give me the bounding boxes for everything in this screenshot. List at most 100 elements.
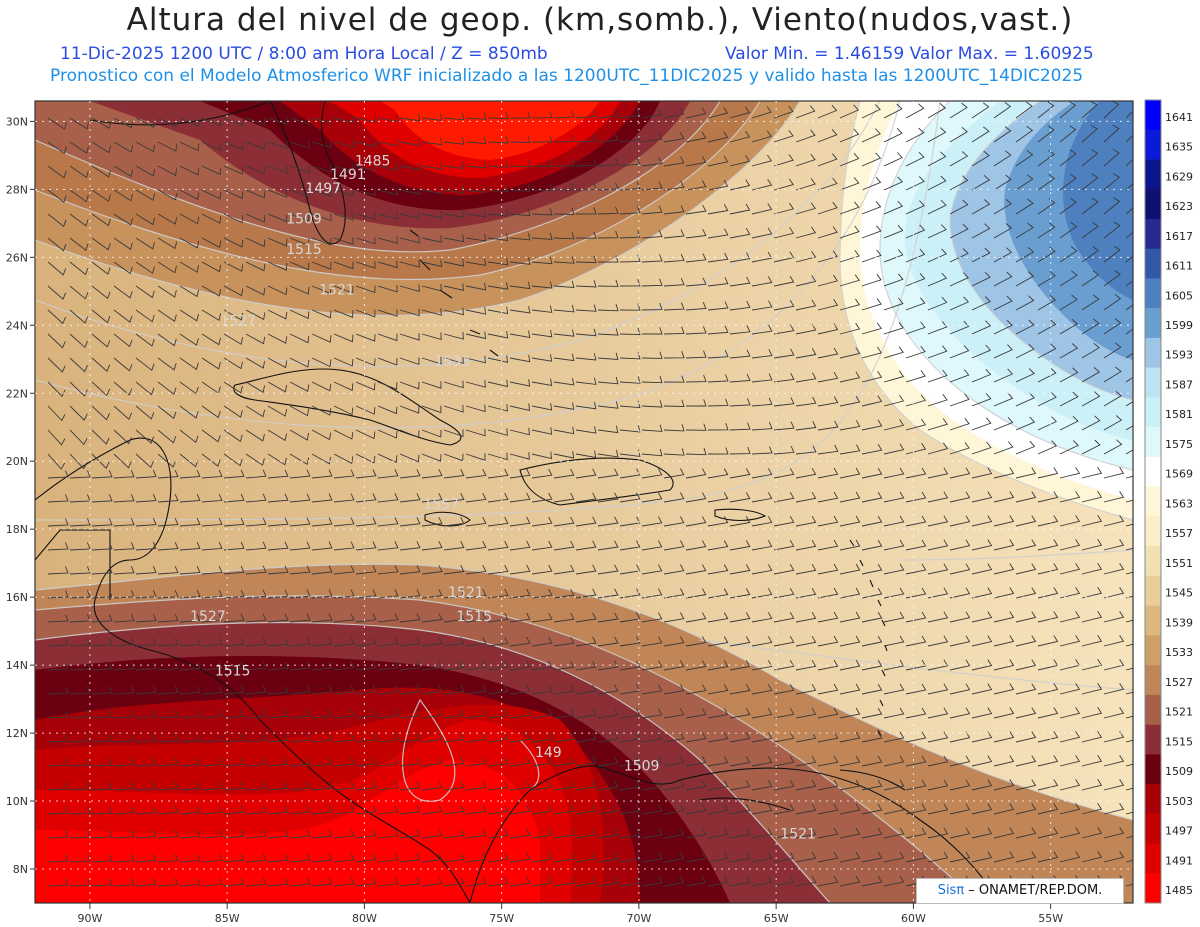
wind-barb xyxy=(883,297,904,311)
wind-barb xyxy=(135,309,155,323)
wind-barb xyxy=(69,806,91,815)
wind-barb xyxy=(773,372,795,383)
wind-barb xyxy=(773,827,795,839)
wind-barb xyxy=(135,781,157,791)
lat-label: 24N xyxy=(6,319,28,332)
wind-barb xyxy=(1059,755,1081,767)
wind-barb xyxy=(399,685,421,695)
wind-barb xyxy=(355,565,377,575)
wind-barb xyxy=(465,234,487,242)
wind-barb xyxy=(487,780,509,791)
wind-barb xyxy=(619,181,641,191)
wind-barb xyxy=(1037,755,1059,767)
wind-barb xyxy=(311,429,332,441)
wind-barb xyxy=(993,126,1012,143)
wind-barb xyxy=(91,662,113,671)
wind-barb xyxy=(113,758,135,767)
legend-color-box xyxy=(1145,813,1161,844)
wind-barb xyxy=(91,686,113,695)
legend-color-box xyxy=(1145,248,1161,279)
wind-barb xyxy=(663,876,685,887)
wind-barb xyxy=(619,468,641,479)
wind-barb xyxy=(157,405,177,420)
wind-barb xyxy=(487,160,509,168)
wind-barb xyxy=(487,355,509,363)
wind-barb xyxy=(113,494,135,503)
wind-barb xyxy=(267,357,288,369)
wind-barb xyxy=(113,614,135,623)
wind-barb xyxy=(575,468,597,479)
wind-barb xyxy=(465,468,487,479)
wind-barb xyxy=(883,827,905,839)
wind-barb xyxy=(311,853,333,863)
wind-barb xyxy=(69,542,91,551)
wind-barb xyxy=(949,199,969,215)
wind-barb xyxy=(135,757,157,767)
wind-barb xyxy=(1015,343,1035,359)
wind-barb xyxy=(839,347,861,359)
wind-barb xyxy=(641,375,663,384)
wind-barb xyxy=(113,309,133,323)
wind-barb xyxy=(377,637,399,647)
wind-barb xyxy=(1125,231,1133,239)
wind-barb xyxy=(421,517,443,527)
legend-label: 1593 xyxy=(1165,349,1193,362)
wind-barb xyxy=(1081,246,1100,263)
wind-barb xyxy=(399,469,421,479)
wind-barb xyxy=(245,493,267,503)
wind-barb xyxy=(69,453,88,470)
wind-barb xyxy=(729,660,751,671)
wind-barb xyxy=(1103,635,1125,647)
wind-barb xyxy=(795,323,817,335)
wind-barb xyxy=(993,515,1015,527)
wind-barb xyxy=(509,135,531,143)
wind-barb xyxy=(1103,390,1122,407)
wind-barb xyxy=(619,492,641,503)
wind-barb xyxy=(245,685,267,695)
wind-barb xyxy=(883,875,905,887)
lat-label: 8N xyxy=(13,863,28,876)
wind-barb xyxy=(685,588,707,599)
wind-barb xyxy=(113,638,135,647)
wind-barb xyxy=(861,128,881,143)
wind-barb xyxy=(817,104,838,119)
wind-barb xyxy=(707,564,729,575)
wind-barb xyxy=(883,176,904,191)
wind-barb xyxy=(1103,101,1120,119)
wind-barb xyxy=(531,451,553,460)
contour-labels: 1485149114971509151515211527153315571521… xyxy=(190,154,816,843)
wind-barb xyxy=(399,138,421,146)
wind-barb xyxy=(861,419,883,431)
wind-barb xyxy=(289,853,311,863)
wind-barb xyxy=(267,805,289,815)
wind-barb xyxy=(267,261,288,271)
wind-barb xyxy=(1059,779,1081,791)
wind-barb xyxy=(641,756,663,767)
wind-barb xyxy=(575,304,597,312)
wind-barb xyxy=(333,565,355,575)
wind-barb xyxy=(729,468,751,479)
wind-barb xyxy=(157,806,179,815)
wind-barb xyxy=(179,733,201,743)
wind-barb xyxy=(289,541,311,551)
wind-barb xyxy=(685,852,707,863)
wind-barb xyxy=(267,757,289,767)
wind-barb xyxy=(905,539,927,551)
wind-barb xyxy=(795,851,817,863)
wind-barb xyxy=(883,322,904,335)
wind-barb xyxy=(421,381,442,389)
wind-barb xyxy=(751,492,773,503)
wind-barb xyxy=(509,452,530,460)
wind-barb xyxy=(575,353,597,361)
wind-barb xyxy=(971,296,991,311)
wind-barb xyxy=(531,852,553,863)
wind-barb xyxy=(421,235,443,243)
wind-barb xyxy=(509,232,531,241)
wind-barb xyxy=(311,637,333,647)
wind-barb xyxy=(113,662,135,671)
wind-barb xyxy=(685,540,707,551)
wind-barb xyxy=(443,453,464,462)
wind-barb xyxy=(575,255,597,264)
wind-barb xyxy=(223,829,245,839)
wind-barb xyxy=(47,662,69,671)
